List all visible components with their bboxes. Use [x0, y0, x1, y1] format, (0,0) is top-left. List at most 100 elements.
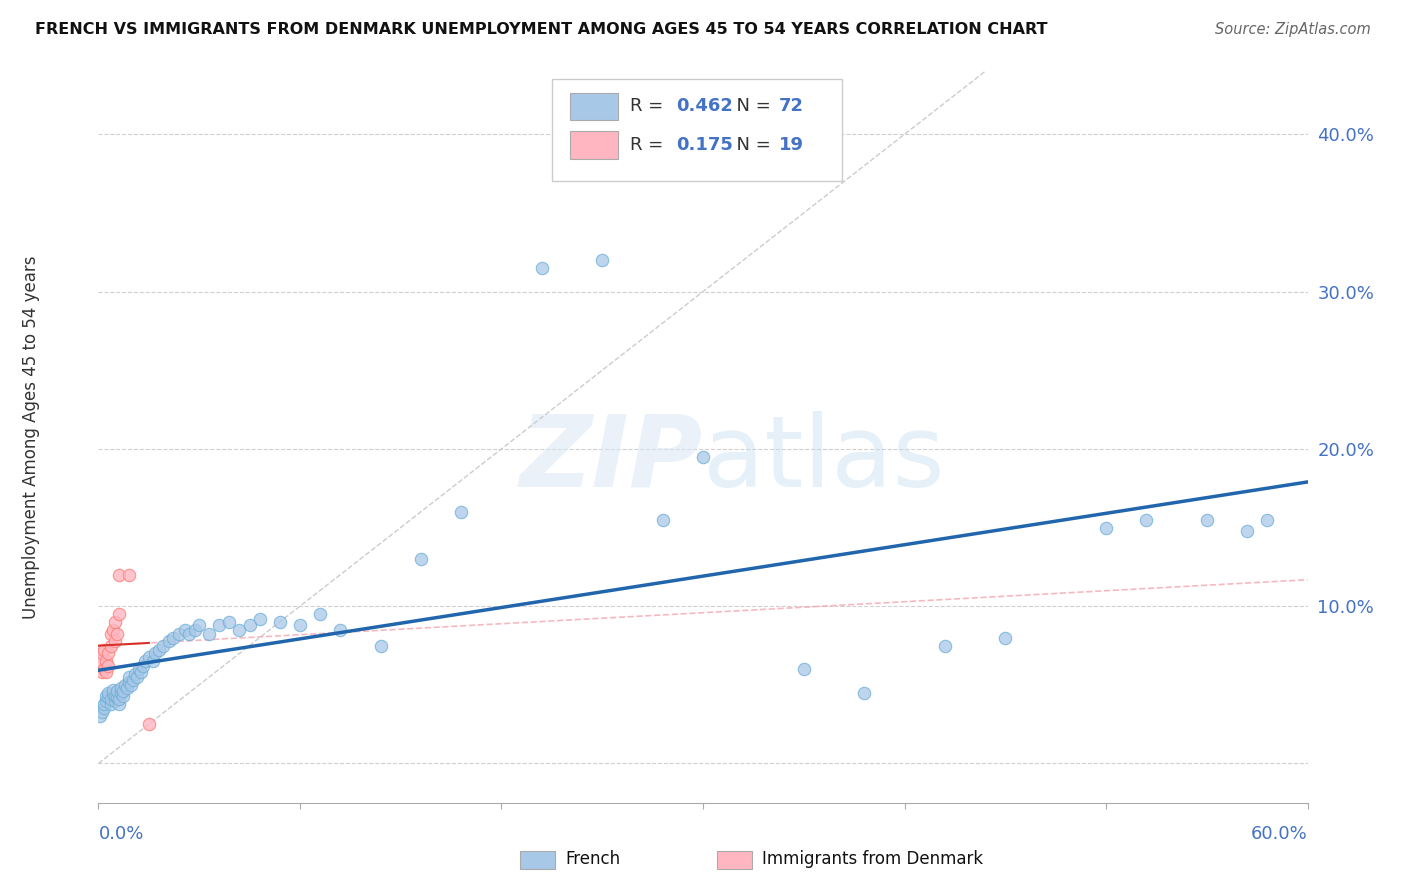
Point	[1256, 513, 1278, 527]
Point	[96, 689, 118, 703]
Text: N =: N =	[724, 97, 776, 115]
Point	[97, 686, 120, 700]
Point	[105, 627, 128, 641]
Point	[93, 662, 115, 676]
Point	[97, 690, 120, 705]
Text: 72: 72	[779, 97, 804, 115]
Point	[105, 684, 128, 698]
Point	[138, 649, 160, 664]
Point	[125, 670, 148, 684]
Text: R =: R =	[630, 136, 669, 154]
Point	[100, 639, 122, 653]
Point	[1236, 524, 1258, 538]
Text: atlas: atlas	[703, 410, 945, 508]
Point	[129, 665, 152, 680]
Text: 0.0%: 0.0%	[98, 825, 143, 843]
Text: FRENCH VS IMMIGRANTS FROM DENMARK UNEMPLOYMENT AMONG AGES 45 TO 54 YEARS CORRELA: FRENCH VS IMMIGRANTS FROM DENMARK UNEMPL…	[35, 22, 1047, 37]
Point	[239, 618, 262, 632]
Point	[89, 654, 111, 668]
Point	[1195, 513, 1218, 527]
Point	[138, 717, 160, 731]
Point	[121, 673, 143, 687]
Point	[96, 665, 118, 680]
Point	[103, 615, 125, 629]
Point	[101, 682, 124, 697]
Point	[110, 686, 132, 700]
Text: Unemployment Among Ages 45 to 54 years: Unemployment Among Ages 45 to 54 years	[22, 255, 39, 619]
FancyBboxPatch shape	[551, 78, 842, 181]
Point	[370, 639, 392, 653]
Point	[853, 686, 876, 700]
Point	[107, 567, 129, 582]
Point	[97, 659, 120, 673]
Point	[118, 670, 141, 684]
Point	[1135, 513, 1157, 527]
Point	[124, 666, 146, 681]
Text: Immigrants from Denmark: Immigrants from Denmark	[762, 850, 983, 868]
Point	[97, 646, 120, 660]
Point	[530, 260, 553, 275]
Bar	[569, 131, 619, 159]
Point	[91, 705, 114, 719]
Point	[450, 505, 472, 519]
Point	[89, 709, 111, 723]
Point	[228, 623, 250, 637]
Point	[162, 631, 184, 645]
Point	[103, 693, 125, 707]
Point	[309, 607, 332, 621]
Point	[142, 654, 165, 668]
Point	[143, 646, 166, 660]
Point	[101, 623, 124, 637]
Text: 0.462: 0.462	[676, 97, 734, 115]
Text: 60.0%: 60.0%	[1251, 825, 1308, 843]
Point	[218, 615, 240, 629]
Point	[249, 612, 271, 626]
Point	[591, 253, 613, 268]
Point	[651, 513, 673, 527]
Point	[409, 552, 432, 566]
Point	[132, 659, 155, 673]
Bar	[569, 93, 619, 120]
Point	[174, 623, 197, 637]
Point	[208, 618, 231, 632]
Text: R =: R =	[630, 97, 669, 115]
Point	[96, 654, 118, 668]
Point	[128, 662, 150, 676]
Text: ZIP: ZIP	[520, 410, 703, 508]
Point	[114, 678, 136, 692]
Point	[288, 618, 311, 632]
Point	[329, 623, 352, 637]
Point	[120, 678, 142, 692]
Point	[184, 623, 207, 637]
Point	[118, 674, 141, 689]
Point	[692, 450, 714, 464]
Point	[198, 627, 221, 641]
Point	[134, 654, 156, 668]
Point	[107, 607, 129, 621]
Text: N =: N =	[724, 136, 776, 154]
Point	[157, 633, 180, 648]
Point	[91, 646, 114, 660]
Point	[269, 615, 291, 629]
Point	[152, 639, 174, 653]
Text: French: French	[565, 850, 620, 868]
Point	[167, 627, 190, 641]
Point	[111, 684, 134, 698]
Text: Source: ZipAtlas.com: Source: ZipAtlas.com	[1215, 22, 1371, 37]
Point	[103, 689, 125, 703]
Point	[107, 697, 129, 711]
Point	[100, 697, 122, 711]
Point	[793, 662, 815, 676]
Point	[994, 631, 1017, 645]
Point	[96, 693, 118, 707]
Point	[103, 633, 125, 648]
Point	[1095, 520, 1118, 534]
Text: 19: 19	[779, 136, 804, 154]
Point	[934, 639, 956, 653]
Point	[148, 643, 170, 657]
Point	[111, 689, 134, 703]
Point	[115, 681, 138, 695]
Point	[101, 687, 124, 701]
Point	[100, 692, 122, 706]
Point	[100, 627, 122, 641]
